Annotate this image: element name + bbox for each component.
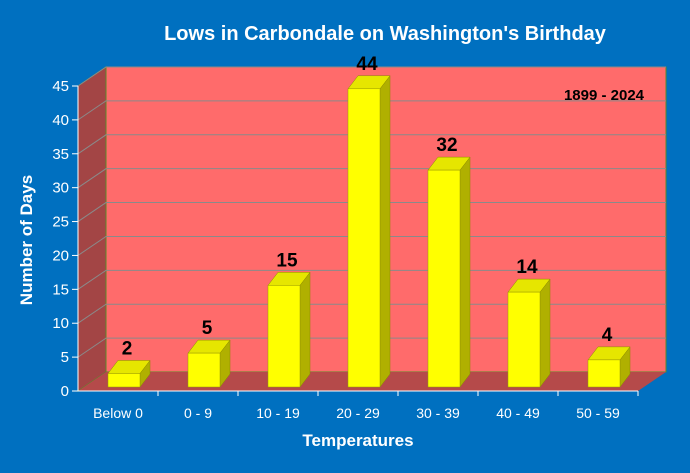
x-category-label: Below 0 [93, 405, 143, 421]
y-tick-label: 30 [52, 180, 69, 197]
bar-front [267, 285, 301, 388]
y-axis-title: Number of Days [17, 175, 36, 305]
x-category-label: 10 - 19 [256, 405, 300, 421]
gridline [77, 202, 666, 222]
bar-front [107, 373, 141, 388]
bar-side [539, 278, 551, 388]
bar-front [187, 352, 221, 388]
bar [427, 156, 471, 388]
bar [507, 278, 551, 388]
bar [107, 359, 151, 388]
data-labels: 2 5 15 44 32 14 4 [122, 54, 613, 360]
gridline [77, 337, 666, 358]
gridline [77, 100, 666, 121]
y-tick-label: 15 [52, 281, 69, 298]
date-range-annotation: 1899 - 2024 [564, 87, 645, 104]
x-category-label: 20 - 29 [336, 405, 380, 421]
bar [267, 271, 311, 388]
bar [587, 346, 631, 388]
gridline [77, 168, 666, 189]
data-label: 15 [276, 250, 298, 271]
bar-side [379, 75, 391, 388]
gridlines [77, 66, 666, 358]
x-category-label: 40 - 49 [496, 405, 540, 421]
y-axis-ticks: 0 5 10 15 20 25 30 35 40 45 [52, 78, 79, 400]
data-label: 5 [202, 318, 213, 339]
gridline [77, 303, 666, 324]
gridline [77, 235, 666, 256]
bar-side [299, 271, 311, 388]
data-label: 32 [436, 135, 457, 156]
y-tick-label: 45 [52, 78, 69, 95]
bar-front [587, 359, 621, 388]
bar-front [347, 88, 381, 388]
plot-side-wall [77, 66, 107, 392]
bar [347, 75, 391, 388]
data-label: 4 [602, 325, 613, 346]
y-tick-label: 10 [52, 315, 69, 332]
bar-front [507, 291, 541, 388]
y-tick-label: 0 [61, 383, 69, 400]
x-category-label: 30 - 39 [416, 405, 460, 421]
chart-title: Lows in Carbondale on Washington's Birth… [164, 23, 607, 45]
gridline [77, 66, 666, 87]
bar-side [459, 156, 471, 388]
y-tick-label: 40 [52, 112, 69, 129]
data-label: 14 [516, 257, 538, 278]
bars [107, 75, 631, 388]
gridline [77, 134, 666, 155]
y-tick-label: 25 [52, 214, 69, 231]
y-tick-label: 5 [61, 349, 69, 366]
gridline [77, 269, 666, 290]
y-tick-label: 35 [52, 146, 69, 163]
bar [187, 339, 231, 388]
bar-front [427, 169, 461, 388]
data-label: 44 [356, 54, 378, 75]
x-category-label: 0 - 9 [184, 405, 212, 421]
x-axis-title: Temperatures [302, 431, 413, 450]
data-label: 2 [122, 338, 133, 359]
y-tick-label: 20 [52, 247, 69, 264]
x-axis-categories: Below 0 0 - 9 10 - 19 20 - 29 30 - 39 40 - 49… [78, 390, 639, 421]
x-category-label: 50 - 59 [576, 405, 620, 421]
